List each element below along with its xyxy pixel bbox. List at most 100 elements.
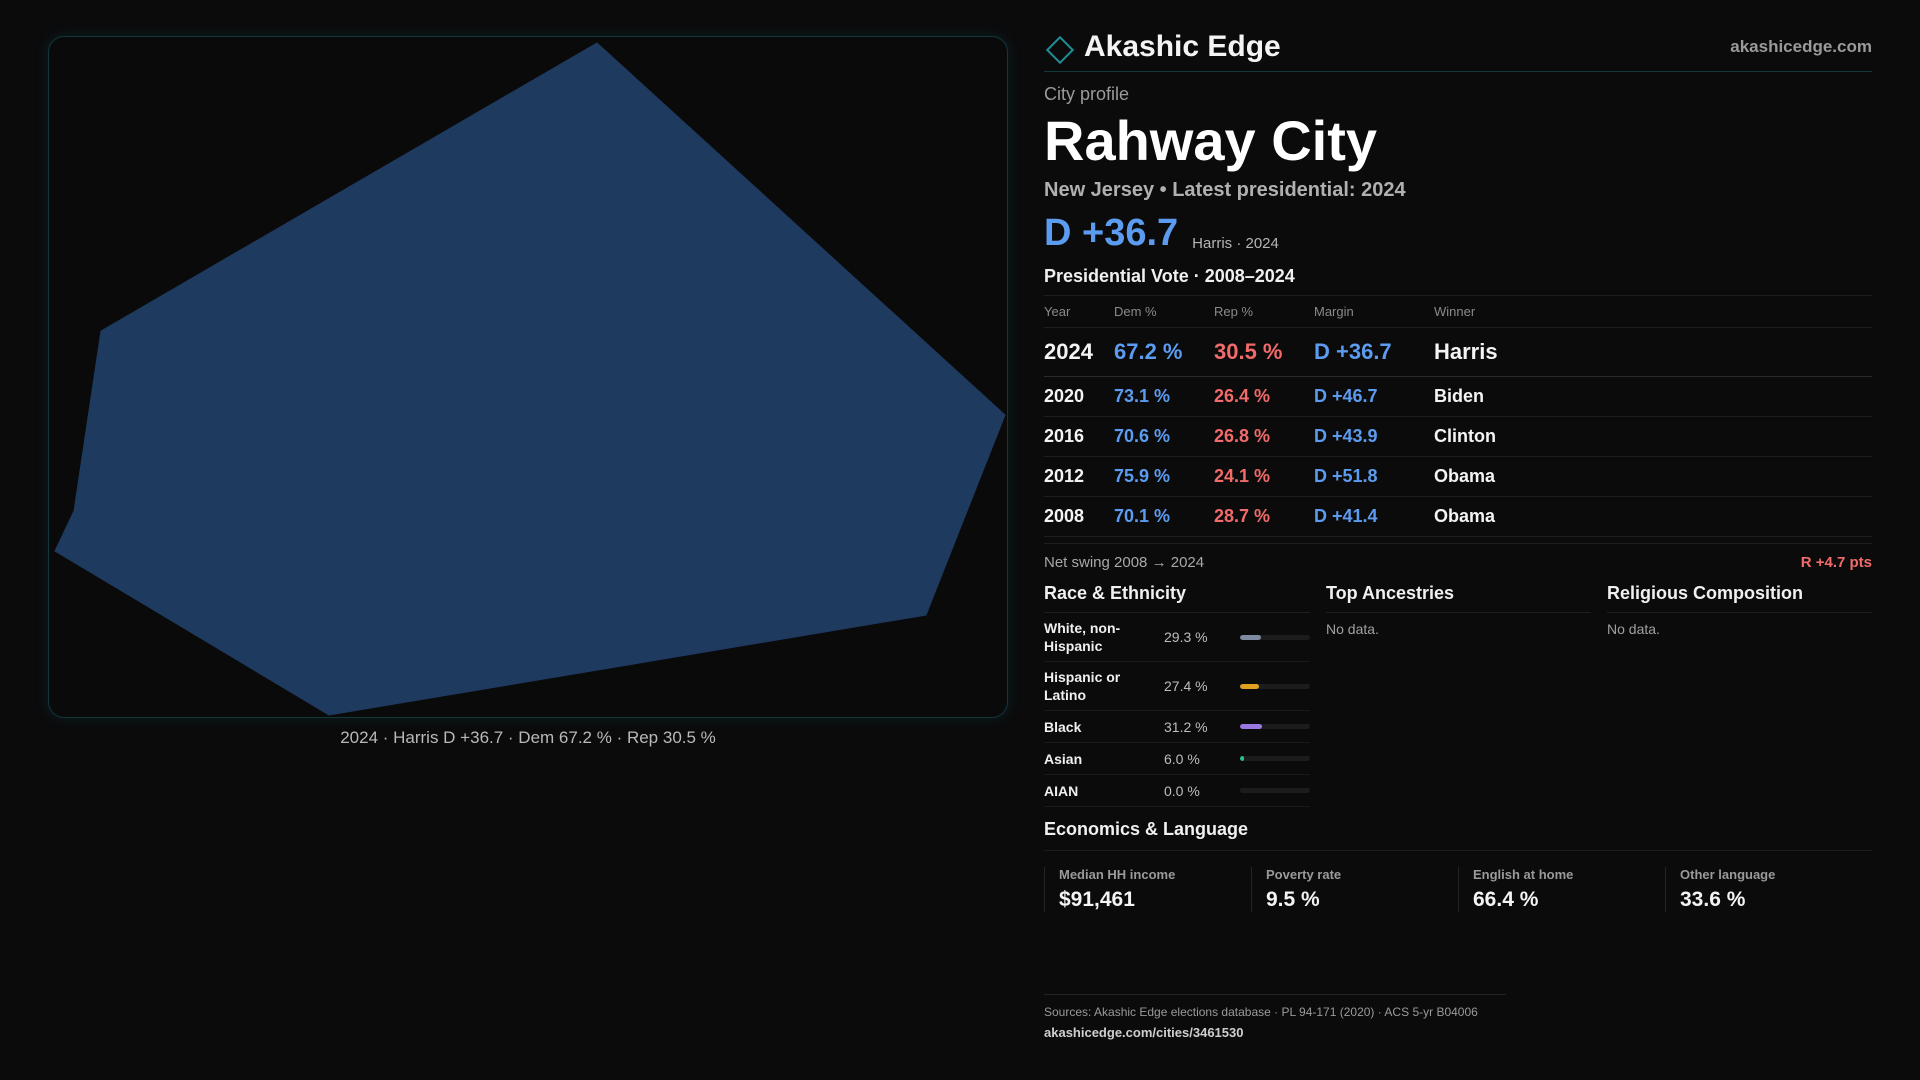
ancestries-section: Top Ancestries No data. — [1326, 583, 1591, 807]
header-dem: Dem % — [1114, 296, 1214, 328]
page-kicker: City profile — [1044, 84, 1130, 104]
cell-dem: 67.2 % — [1114, 327, 1214, 377]
map-svg — [54, 42, 1006, 716]
vote-table-header: Year Dem % Rep % Margin Winner — [1044, 296, 1872, 328]
stat-label: Other language — [1680, 867, 1776, 882]
race-label: Black — [1044, 718, 1082, 735]
race-row: AIAN 0.0 % — [1044, 775, 1310, 807]
diamond-logo-icon — [1045, 35, 1075, 64]
stat-value: 33.6 % — [1680, 888, 1746, 911]
race-row: White, non-Hispanic 29.3 % — [1044, 613, 1310, 662]
net-swing-label: Net swing 2008 → 2024 — [1044, 554, 1205, 571]
race-bar-fill — [1240, 756, 1245, 761]
sources-line: Sources: Akashic Edge elections database… — [1044, 1005, 1478, 1019]
race-label: Asian — [1044, 750, 1083, 767]
religion-section-title: Religious Composition — [1607, 583, 1872, 613]
hero-sub: Harris · 2024 — [1192, 235, 1279, 252]
race-bar-fill — [1240, 724, 1262, 729]
race-row: Hispanic or Latino 27.4 % — [1044, 662, 1310, 711]
city-boundary-map[interactable] — [48, 36, 1008, 718]
ancestries-empty: No data. — [1326, 621, 1379, 637]
brand[interactable]: Akashic Edge — [1044, 30, 1281, 64]
net-swing: Net swing 2008 → 2024 R +4.7 pts — [1044, 543, 1872, 571]
hero-result: D +36.7 Harris · 2024 — [1044, 212, 1872, 254]
ancestries-section-title: Top Ancestries — [1326, 583, 1591, 613]
cell-dem: 70.6 % — [1114, 416, 1214, 457]
table-row: 2020 73.1 % 26.4 % D +46.7 Biden — [1044, 376, 1872, 417]
race-value: 31.2 % — [1164, 718, 1208, 735]
race-bar — [1240, 788, 1310, 793]
cell-winner: Biden — [1434, 376, 1872, 417]
site-link[interactable]: akashicedge.com — [1730, 36, 1872, 56]
header-margin: Margin — [1314, 296, 1434, 328]
race-bar-fill — [1240, 683, 1260, 689]
cell-year: 2016 — [1044, 416, 1114, 457]
stat-label: Median HH income — [1059, 867, 1176, 882]
cell-rep: 26.4 % — [1214, 376, 1314, 417]
race-section-title: Race & Ethnicity — [1044, 583, 1310, 613]
cell-winner: Obama — [1434, 496, 1872, 537]
sources-footer: Sources: Akashic Edge elections database… — [1044, 994, 1506, 1040]
race-value: 0.0 % — [1164, 782, 1200, 799]
page-title: Rahway City — [1044, 109, 1377, 172]
cell-dem: 75.9 % — [1114, 456, 1214, 497]
table-row: 2024 67.2 % 30.5 % D +36.7 Harris — [1044, 327, 1872, 377]
table-row: 2008 70.1 % 28.7 % D +41.4 Obama — [1044, 496, 1872, 537]
race-label: AIAN — [1044, 782, 1079, 799]
race-bar — [1240, 634, 1310, 640]
race-bar — [1240, 724, 1310, 729]
race-label: Hispanic or Latino — [1044, 669, 1121, 703]
page-url-link[interactable]: akashicedge.com/cities/3461530 — [1044, 1025, 1244, 1040]
cell-margin: D +36.7 — [1314, 327, 1434, 377]
cell-winner: Clinton — [1434, 416, 1872, 457]
economics-section-title: Economics & Language — [1044, 819, 1872, 851]
header-bar: Akashic Edge akashicedge.com — [1044, 30, 1872, 72]
table-row: 2016 70.6 % 26.8 % D +43.9 Clinton — [1044, 416, 1872, 457]
table-row: 2012 75.9 % 24.1 % D +51.8 Obama — [1044, 456, 1872, 497]
cell-winner: Obama — [1434, 456, 1872, 497]
race-value: 6.0 % — [1164, 750, 1200, 767]
cell-margin: D +41.4 — [1314, 496, 1434, 537]
cell-rep: 24.1 % — [1214, 456, 1314, 497]
header-rep: Rep % — [1214, 296, 1314, 328]
stat-label: English at home — [1473, 867, 1574, 882]
header-winner: Winner — [1434, 296, 1872, 328]
religion-section: Religious Composition No data. — [1607, 583, 1872, 807]
cell-year: 2020 — [1044, 376, 1114, 417]
cell-rep: 28.7 % — [1214, 496, 1314, 537]
stat-value: 66.4 % — [1473, 888, 1539, 911]
race-label: White, non-Hispanic — [1044, 620, 1121, 654]
stat-label: Poverty rate — [1266, 867, 1342, 882]
cell-rep: 26.8 % — [1214, 416, 1314, 457]
stat-value: 9.5 % — [1266, 888, 1320, 911]
stat-value: $91,461 — [1059, 888, 1135, 911]
vote-section-title: Presidential Vote · 2008–2024 — [1044, 266, 1872, 296]
cell-dem: 73.1 % — [1114, 376, 1214, 417]
race-bar — [1240, 756, 1310, 761]
cell-margin: D +43.9 — [1314, 416, 1434, 457]
header-year: Year — [1044, 296, 1114, 328]
race-value: 29.3 % — [1164, 629, 1208, 645]
vote-table: Year Dem % Rep % Margin Winner 2024 67.2… — [1044, 296, 1872, 537]
cell-year: 2024 — [1044, 327, 1114, 377]
hero-margin: D +36.7 — [1044, 212, 1179, 254]
race-bar — [1240, 683, 1310, 689]
net-swing-value: R +4.7 pts — [1800, 554, 1872, 571]
cell-year: 2012 — [1044, 456, 1114, 497]
stat-card: Other language 33.6 % — [1665, 867, 1872, 912]
cell-year: 2008 — [1044, 496, 1114, 537]
stat-card: Poverty rate 9.5 % — [1251, 867, 1458, 912]
cell-margin: D +51.8 — [1314, 456, 1434, 497]
map-caption: 2024 · Harris D +36.7 · Dem 67.2 % · Rep… — [340, 728, 716, 747]
race-value: 27.4 % — [1164, 678, 1208, 694]
race-bar-fill — [1240, 634, 1261, 640]
brand-name: Akashic Edge — [1084, 29, 1281, 63]
stat-card: English at home 66.4 % — [1458, 867, 1665, 912]
page-subtitle: New Jersey • Latest presidential: 2024 — [1044, 179, 1406, 201]
cell-winner: Harris — [1434, 327, 1872, 377]
demographics-columns: Race & Ethnicity White, non-Hispanic 29.… — [1044, 583, 1872, 807]
city-boundary-shape[interactable] — [54, 42, 1006, 716]
race-row: Asian 6.0 % — [1044, 743, 1310, 775]
stat-card: Median HH income $91,461 — [1044, 867, 1251, 912]
